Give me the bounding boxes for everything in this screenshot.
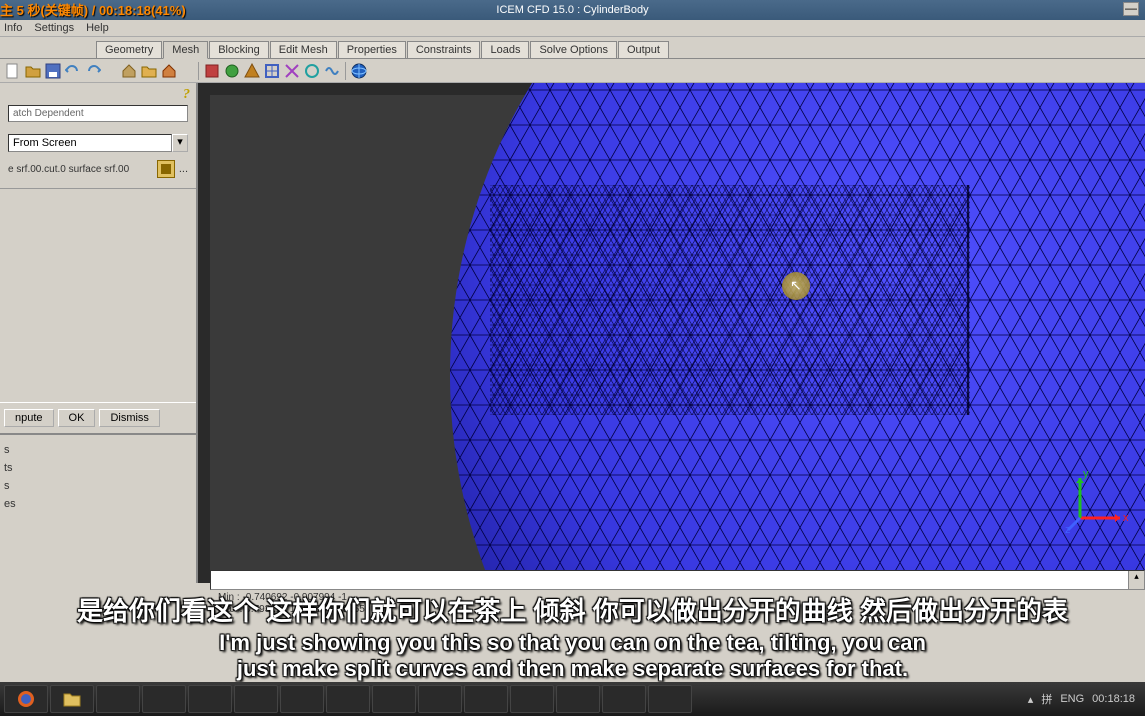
compute-button[interactable]: npute xyxy=(4,409,54,427)
dropdown-button[interactable]: ▾ xyxy=(172,134,188,152)
taskbar-app-10[interactable] xyxy=(510,685,554,713)
file-new-icon[interactable] xyxy=(4,62,22,80)
taskbar-app-4[interactable] xyxy=(234,685,278,713)
mesh-tool-5-icon[interactable] xyxy=(283,62,301,80)
taskbar-app-13[interactable] xyxy=(648,685,692,713)
subtitle-english-2: just make split curves and then make sep… xyxy=(0,656,1145,682)
3d-viewport[interactable]: ↖ x y z xyxy=(198,83,1145,583)
tree-panel: s ts s es xyxy=(0,433,196,583)
svg-text:z: z xyxy=(1065,524,1071,533)
from-screen-dropdown[interactable]: From Screen xyxy=(8,134,172,152)
ok-button[interactable]: OK xyxy=(58,409,96,427)
mesh-render xyxy=(410,83,1145,583)
svg-text:x: x xyxy=(1123,512,1129,524)
minimize-button[interactable]: — xyxy=(1123,2,1139,16)
tab-mesh[interactable]: Mesh xyxy=(163,41,208,59)
titlebar: 主 5 秒(关键帧) / 00:18:18(41%) ICEM CFD 15.0… xyxy=(0,0,1145,20)
left-panel: ? atch Dependent From Screen ▾ e srf.00.… xyxy=(0,83,198,583)
tree-item[interactable]: s xyxy=(4,441,192,459)
open2-icon[interactable] xyxy=(140,62,158,80)
taskbar-tray-icon[interactable]: ▴ xyxy=(1028,693,1034,706)
select-surface-icon[interactable] xyxy=(157,160,175,178)
taskbar-app-9[interactable] xyxy=(464,685,508,713)
status-min: Min : -0.740692 -0.907994 -1 xyxy=(218,592,347,603)
taskbar-app-3[interactable] xyxy=(188,685,232,713)
taskbar: ▴ 拼 ENG 00:18:18 xyxy=(0,682,1145,716)
taskbar-clock[interactable]: 00:18:18 xyxy=(1092,693,1135,705)
mesh-tool-4-icon[interactable] xyxy=(263,62,281,80)
taskbar-app-12[interactable] xyxy=(602,685,646,713)
cursor-icon: ↖ xyxy=(790,277,802,294)
menu-info[interactable]: Info xyxy=(4,22,22,34)
tab-edit-mesh[interactable]: Edit Mesh xyxy=(270,41,337,58)
status-max: Max : 0.793121 1.10264 0.999659 xyxy=(218,604,370,615)
patch-dependent-field[interactable]: atch Dependent xyxy=(8,105,188,122)
scroll-up-button[interactable]: ▴ xyxy=(1128,571,1144,589)
file-open-icon[interactable] xyxy=(24,62,42,80)
undo-icon[interactable] xyxy=(64,62,82,80)
tree-item[interactable]: s xyxy=(4,477,192,495)
tab-constraints[interactable]: Constraints xyxy=(407,41,481,58)
taskbar-app-7[interactable] xyxy=(372,685,416,713)
taskbar-explorer[interactable] xyxy=(50,685,94,713)
taskbar-firefox[interactable] xyxy=(4,685,48,713)
subtitle-overlay: 是给你们看这个 这样你们就可以在茶上 倾斜 你可以做出分开的曲线 然后做出分开的… xyxy=(0,591,1145,682)
recording-overlay: 主 5 秒(关键帧) / 00:18:18(41%) xyxy=(0,0,186,19)
file-save-icon[interactable] xyxy=(44,62,62,80)
mesh-tool-7-icon[interactable] xyxy=(323,62,341,80)
globe-icon[interactable] xyxy=(350,62,368,80)
subtitle-english-1: I'm just showing you this so that you ca… xyxy=(0,630,1145,656)
menu-help[interactable]: Help xyxy=(86,22,109,34)
message-area: ▴ xyxy=(210,570,1145,590)
tree-item[interactable]: es xyxy=(4,495,192,513)
axis-triad: x y z xyxy=(1065,463,1135,533)
tab-properties[interactable]: Properties xyxy=(338,41,406,58)
subtitle-chinese: 是给你们看这个 这样你们就可以在茶上 倾斜 你可以做出分开的曲线 然后做出分开的… xyxy=(0,591,1145,628)
taskbar-ime[interactable]: 拼 xyxy=(1041,691,1052,707)
tabbar: Geometry Mesh Blocking Edit Mesh Propert… xyxy=(0,37,1145,59)
mesh-tool-3-icon[interactable] xyxy=(243,62,261,80)
dismiss-button[interactable]: Dismiss xyxy=(99,409,160,427)
tab-loads[interactable]: Loads xyxy=(481,41,529,58)
tab-output[interactable]: Output xyxy=(618,41,669,58)
mesh-tool-1-icon[interactable] xyxy=(203,62,221,80)
taskbar-app-5[interactable] xyxy=(280,685,324,713)
tab-blocking[interactable]: Blocking xyxy=(209,41,269,58)
taskbar-app-1[interactable] xyxy=(96,685,140,713)
tab-solve-options[interactable]: Solve Options xyxy=(530,41,616,58)
window-title: ICEM CFD 15.0 : CylinderBody xyxy=(496,4,648,16)
surface-text: e srf.00.cut.0 surface srf.00 xyxy=(8,164,153,175)
menu-settings[interactable]: Settings xyxy=(34,22,74,34)
menubar: Info Settings Help xyxy=(0,20,1145,37)
house-icon[interactable] xyxy=(160,62,178,80)
toolbar xyxy=(0,59,1145,83)
help-icon[interactable]: ? xyxy=(183,87,190,103)
home-icon[interactable] xyxy=(120,62,138,80)
tab-geometry[interactable]: Geometry xyxy=(96,41,162,58)
taskbar-app-2[interactable] xyxy=(142,685,186,713)
taskbar-lang[interactable]: ENG xyxy=(1060,693,1084,705)
taskbar-app-11[interactable] xyxy=(556,685,600,713)
svg-text:y: y xyxy=(1083,468,1089,480)
redo-icon[interactable] xyxy=(84,62,102,80)
more-button[interactable]: ... xyxy=(179,163,188,175)
tree-item[interactable]: ts xyxy=(4,459,192,477)
taskbar-app-8[interactable] xyxy=(418,685,462,713)
taskbar-app-6[interactable] xyxy=(326,685,370,713)
mesh-tool-2-icon[interactable] xyxy=(223,62,241,80)
mesh-tool-6-icon[interactable] xyxy=(303,62,321,80)
